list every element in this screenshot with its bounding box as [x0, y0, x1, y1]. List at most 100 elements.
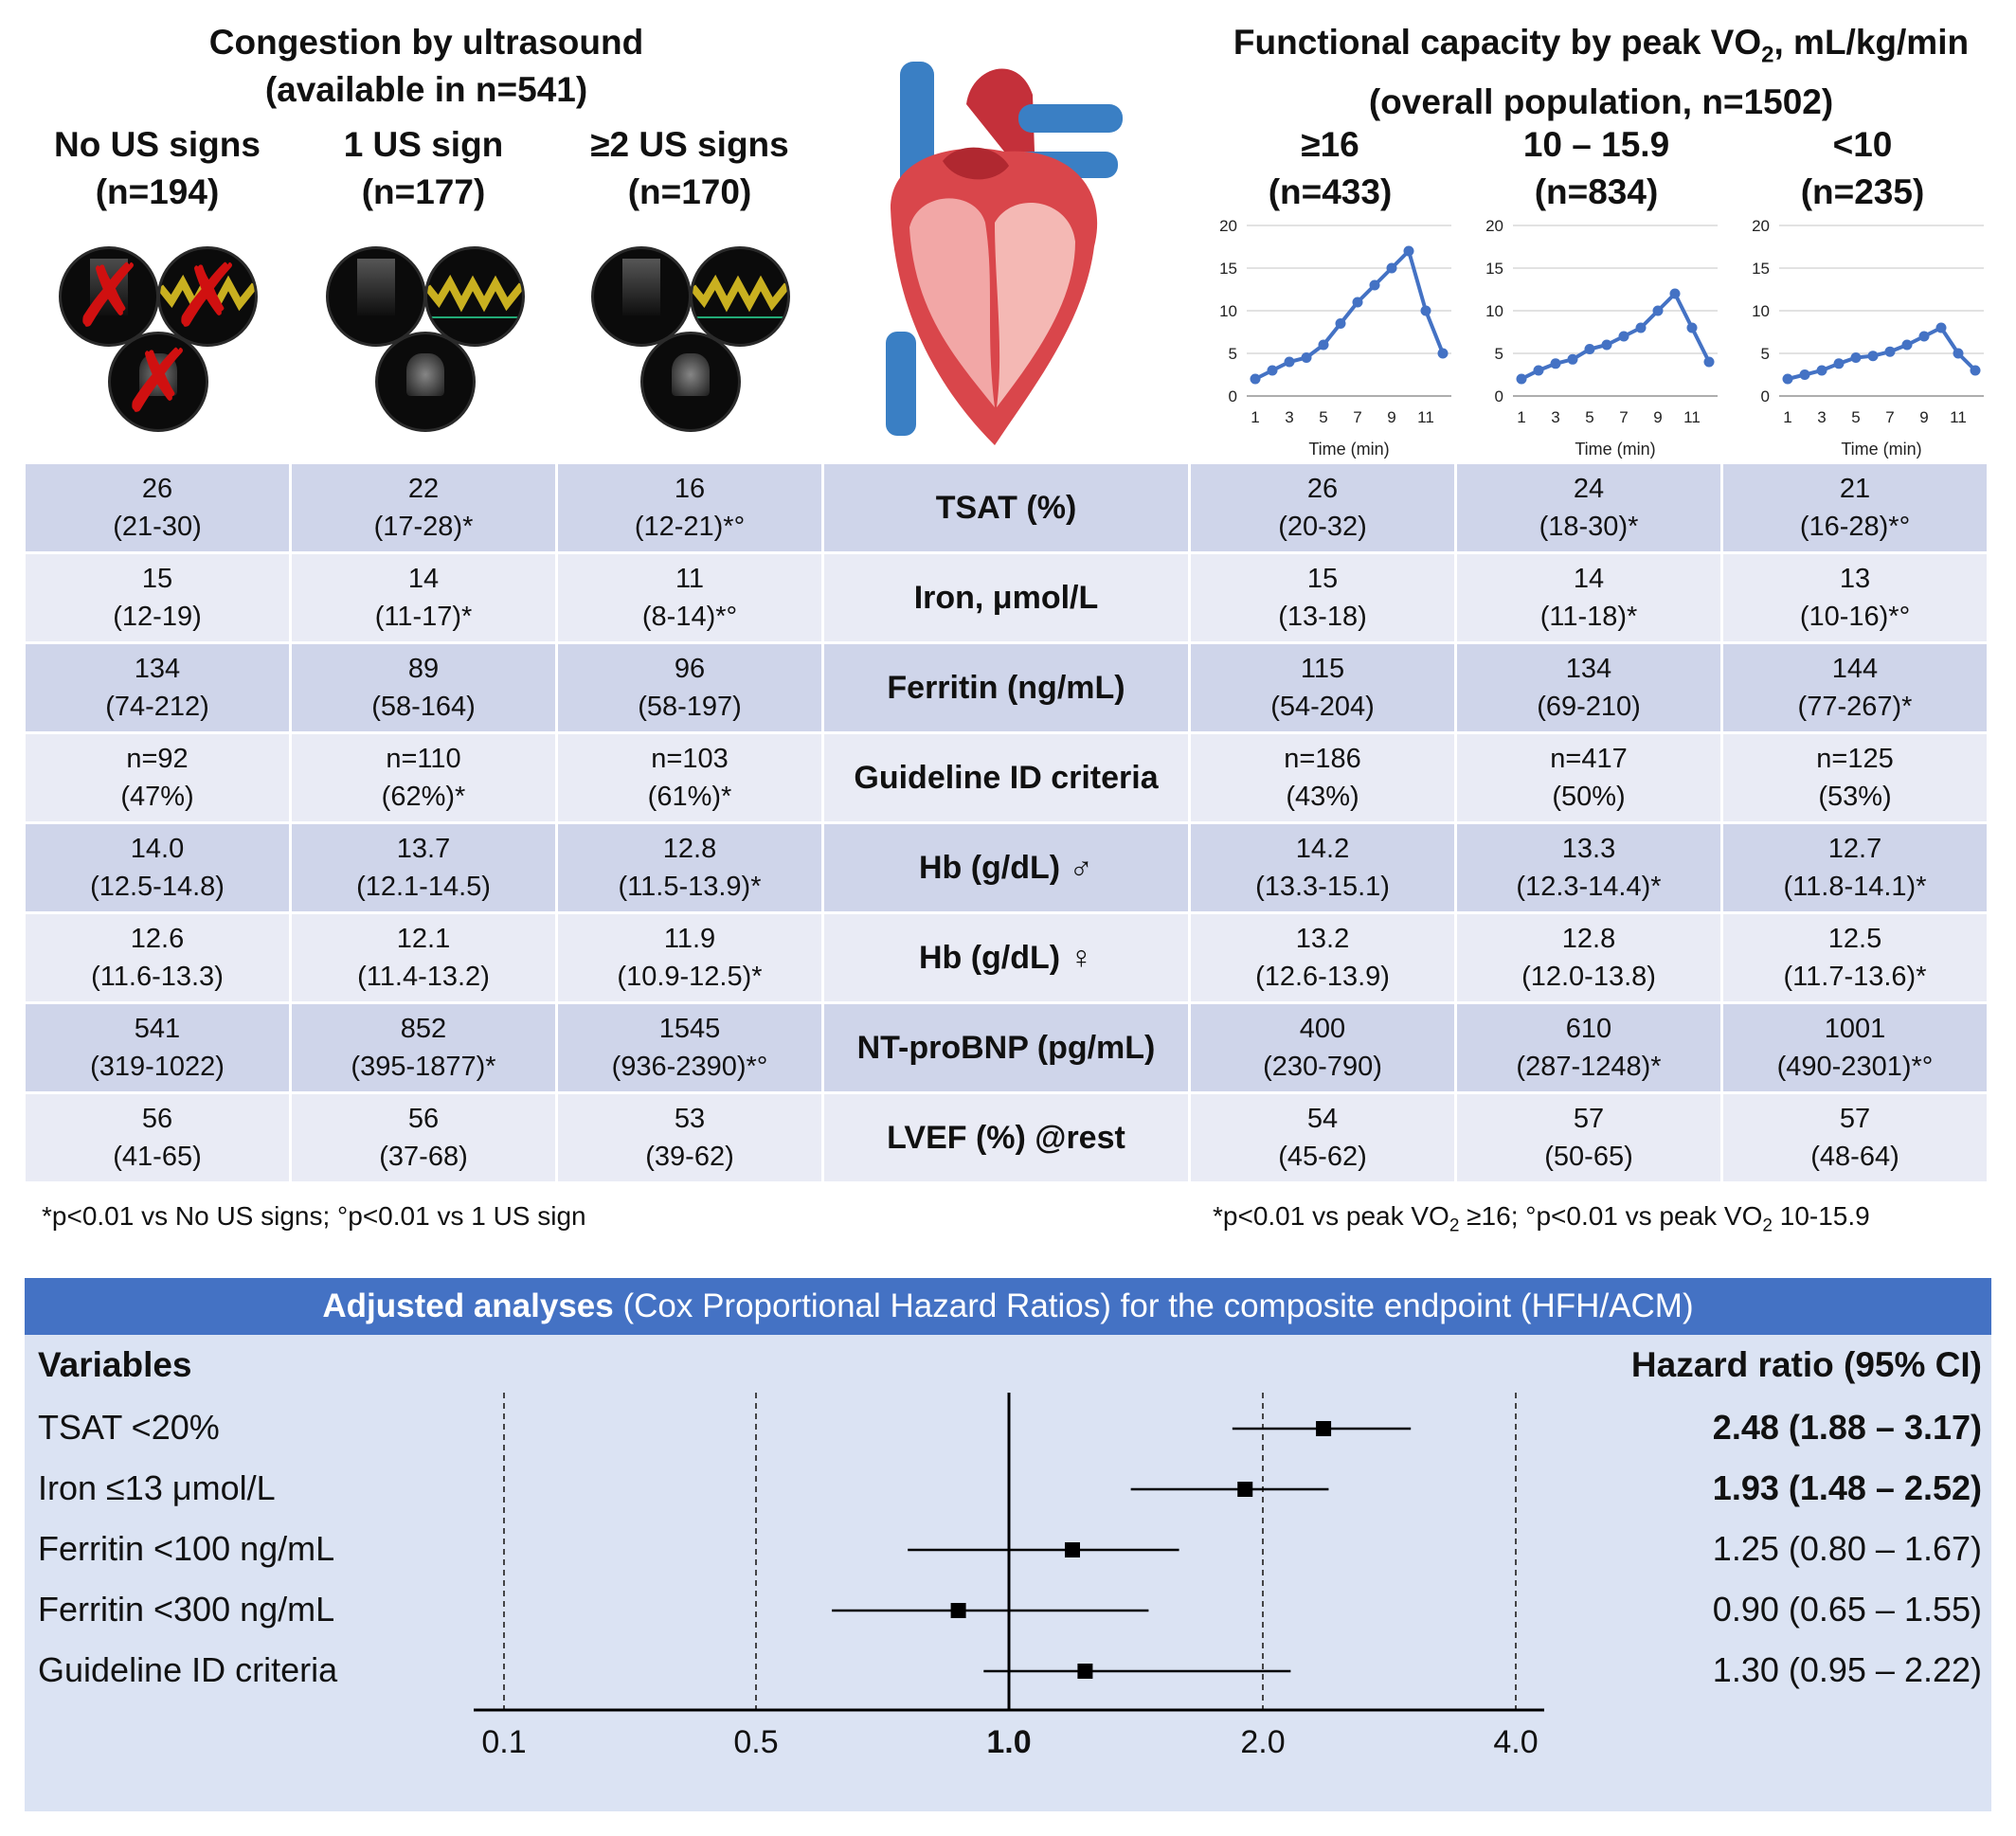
table-cell: 12.5 (11.7-13.6)* — [1723, 914, 1987, 1001]
table-cell: 56 (37-68) — [292, 1094, 555, 1181]
y-tick-label: 10 — [1485, 302, 1503, 320]
y-tick-label: 10 — [1219, 302, 1237, 320]
table-cell: 26 (20-32) — [1191, 464, 1454, 551]
hr-point — [950, 1603, 966, 1618]
right-title-sub: 2 — [1761, 42, 1774, 68]
cell-median: 1545 — [658, 1014, 721, 1044]
right-group-head-0: ≥16 (n=433) — [1197, 121, 1463, 216]
table-row: 14.0 (12.5-14.8) 13.7 (12.1-14.5) 12.8 (11.5-… — [26, 824, 1987, 911]
y-tick-label: 0 — [1229, 387, 1237, 405]
lung-us-image — [326, 246, 426, 347]
row-label: NT-proBNP (pg/mL) — [824, 1004, 1188, 1091]
left-group-head-0: No US signs (n=194) — [25, 121, 290, 216]
row-label: TSAT (%) — [824, 464, 1188, 551]
cell-range: (41-65) — [113, 1142, 202, 1172]
mini-line-chart-2: 0 5 10 15 20 1 3 5 7 9 11 Time (min) — [1752, 217, 1984, 459]
cell-median: 541 — [134, 1014, 181, 1044]
cell-range: (47%) — [120, 782, 194, 812]
cell-range: (69-210) — [1537, 692, 1641, 722]
y-tick-label: 5 — [1495, 345, 1503, 363]
cell-range: (37-68) — [379, 1142, 468, 1172]
table-cell: n=103 (61%)* — [558, 734, 821, 821]
data-point — [1799, 369, 1810, 380]
data-point — [1635, 322, 1647, 333]
cell-median: 24 — [1573, 474, 1605, 504]
table-cell: 12.7 (11.8-14.1)* — [1723, 824, 1987, 911]
row-label: Iron, μmol/L — [824, 554, 1188, 641]
cell-median: 13.2 — [1295, 924, 1350, 954]
table-cell: 1545 (936-2390)*° — [558, 1004, 821, 1091]
group-label: ≥16 — [1301, 125, 1359, 164]
y-tick-label: 20 — [1219, 217, 1237, 235]
echo-us-image — [375, 332, 476, 432]
cell-median: 12.8 — [662, 834, 717, 864]
cell-range: (21-30) — [113, 512, 202, 542]
data-point — [1369, 279, 1380, 291]
data-point — [1782, 373, 1793, 385]
table-cell: 610 (287-1248)* — [1457, 1004, 1720, 1091]
table-row: 541 (319-1022) 852 (395-1877)* 1545 (936-2390… — [26, 1004, 1987, 1091]
left-title-line2: (available in n=541) — [264, 70, 588, 109]
table-cell: n=125 (53%) — [1723, 734, 1987, 821]
series-line — [1254, 247, 1445, 381]
cell-median: 610 — [1565, 1014, 1612, 1044]
table-cell: 57 (48-64) — [1723, 1094, 1987, 1181]
cell-median: n=186 — [1284, 744, 1361, 774]
forest-hr-label: 1.30 (0.95 – 2.22) — [1712, 1650, 1982, 1689]
cell-median: 13.7 — [396, 834, 451, 864]
table-cell: n=417 (50%) — [1457, 734, 1720, 821]
cell-range: (395-1877)* — [351, 1052, 496, 1082]
cell-range: (10.9-12.5)* — [617, 962, 763, 992]
data-point — [1250, 373, 1261, 385]
table-cell: 96 (58-197) — [558, 644, 821, 731]
x-axis-label: Time (min) — [1308, 440, 1389, 459]
table-cell: 134 (74-212) — [26, 644, 289, 731]
group-label: <10 — [1832, 125, 1893, 164]
x-tick-label: 3 — [1285, 408, 1293, 426]
data-point — [1703, 356, 1715, 368]
table-cell: 11 (8-14)*° — [558, 554, 821, 641]
group-n: (n=834) — [1534, 172, 1659, 211]
cell-median: n=125 — [1816, 744, 1894, 774]
cell-range: (11.4-13.2) — [357, 962, 490, 992]
forest-variable-label: Ferritin <100 ng/mL — [38, 1529, 335, 1568]
y-tick-label: 0 — [1761, 387, 1770, 405]
cell-range: (11.8-14.1)* — [1783, 872, 1927, 902]
table-row: 134 (74-212) 89 (58-164) 96 (58-197) Ferritin … — [26, 644, 1987, 731]
cell-median: 14 — [407, 564, 440, 594]
y-tick-label: 15 — [1752, 260, 1770, 278]
cell-range: (936-2390)*° — [611, 1052, 768, 1082]
echo-us-image: ✗ — [108, 332, 208, 432]
forest-header-rest: (Cox Proportional Hazard Ratios) for the… — [613, 1287, 1694, 1324]
x-tick-label: 11 — [1950, 408, 1967, 426]
cell-range: (12.0-13.8) — [1521, 962, 1656, 992]
cell-range: (39-62) — [645, 1142, 734, 1172]
cell-range: (12-21)*° — [634, 512, 746, 542]
data-point — [1284, 356, 1295, 368]
cell-median: 16 — [674, 474, 706, 504]
doppler-us-image: ✗ — [157, 246, 258, 347]
cell-median: 15 — [1306, 564, 1339, 594]
forest-tick-label: 2.0 — [1240, 1724, 1286, 1760]
table-cell: 89 (58-164) — [292, 644, 555, 731]
group-n: (n=194) — [95, 172, 220, 211]
y-tick-label: 20 — [1485, 217, 1503, 235]
table-cell: 11.9 (10.9-12.5)* — [558, 914, 821, 1001]
table-cell: 57 (50-65) — [1457, 1094, 1720, 1181]
data-point — [1516, 373, 1527, 385]
row-label: Guideline ID criteria — [824, 734, 1188, 821]
data-point — [1833, 358, 1845, 369]
data-point — [1867, 351, 1879, 362]
table-cell: 400 (230-790) — [1191, 1004, 1454, 1091]
forest-header: Adjusted analyses (Cox Proportional Haza… — [25, 1278, 1991, 1335]
data-point — [1669, 288, 1681, 299]
cell-range: (11-17)* — [374, 602, 473, 632]
left-group-head-2: ≥2 US signs (n=170) — [557, 121, 822, 216]
cell-median: n=103 — [651, 744, 729, 774]
cell-median: 15 — [141, 564, 173, 594]
cell-median: 134 — [134, 654, 181, 684]
hr-point — [1077, 1664, 1093, 1679]
cross-icon: ✗ — [72, 248, 146, 345]
cell-median: 13.3 — [1561, 834, 1616, 864]
forest-tick-label: 0.1 — [481, 1724, 527, 1760]
